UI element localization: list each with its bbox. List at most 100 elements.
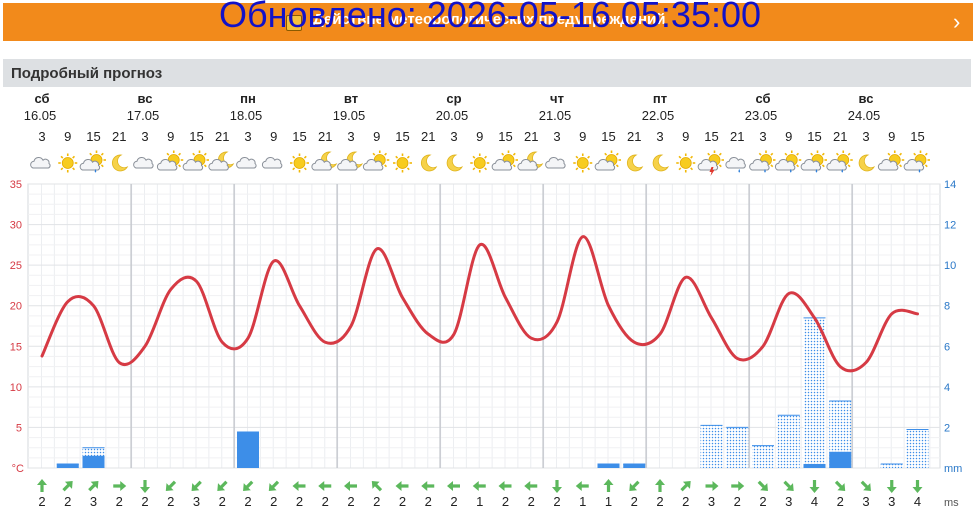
weather-moon-cloud-icon xyxy=(517,151,544,171)
wind-arrow-icon xyxy=(731,481,745,491)
weather-sun-cloud-rain-icon xyxy=(774,150,802,173)
wind-arrow-icon xyxy=(191,480,202,491)
y-right-tick-label: 8 xyxy=(944,301,950,313)
hour-label: 15 xyxy=(189,129,203,144)
wind-speed-label: 2 xyxy=(219,494,226,508)
wind-speed-label: 2 xyxy=(64,494,71,508)
day-date-label: 20.05 xyxy=(436,108,469,123)
wind-speed-label: 2 xyxy=(631,494,638,508)
hour-label: 9 xyxy=(682,129,689,144)
wind-arrow-icon xyxy=(524,481,538,491)
weather-cloud-icon xyxy=(30,156,51,169)
wind-speed-label: 4 xyxy=(811,494,818,508)
hour-label: 15 xyxy=(601,129,615,144)
wind-speed-label: 1 xyxy=(476,494,483,508)
wind-arrow-icon xyxy=(268,480,280,491)
hour-labels: 3 9 15 21 3 9 15 21 3 9 15 21 3 9 15 21 3 9 15 21 3 9 15 21 3 9 15… xyxy=(38,129,924,144)
day-date-label: 16.05 xyxy=(24,108,57,123)
section-header: Подробный прогноз xyxy=(3,59,971,87)
hour-label: 3 xyxy=(38,129,45,144)
wind-arrow-icon xyxy=(809,480,820,493)
y-right-tick-label: 4 xyxy=(944,382,950,394)
wind-speed-label: 2 xyxy=(347,494,354,508)
wind-speed-label: 2 xyxy=(38,494,45,508)
weather-sun-cloud-rain-icon xyxy=(79,150,106,173)
precipitation-probable-bar xyxy=(803,317,826,468)
wind-speed-label: 2 xyxy=(837,494,844,508)
wind-arrow-icon xyxy=(472,481,486,491)
wind-arrow-icon xyxy=(140,480,150,493)
wind-speed-label: 2 xyxy=(373,494,380,508)
y-left-tick-label: 30 xyxy=(10,220,22,232)
wind-arrow-icon xyxy=(371,481,383,492)
wind-arrow-icon xyxy=(603,479,614,492)
y-left-tick-label: 35 xyxy=(10,179,22,191)
weather-sun-cloud-icon xyxy=(182,150,209,171)
weather-moon-icon xyxy=(652,154,670,172)
section-title: Подробный прогноз xyxy=(11,65,163,82)
y-right-unit-label: mm xyxy=(944,463,962,475)
weather-sun-icon xyxy=(290,153,309,173)
day-name-label: пт xyxy=(653,91,667,106)
hour-label: 21 xyxy=(524,129,538,144)
precipitation-probable-bar xyxy=(752,445,774,468)
wind-arrow-icon xyxy=(498,481,512,491)
hour-label: 3 xyxy=(450,129,457,144)
wind-speed-label: 3 xyxy=(90,494,97,508)
weather-cloud-icon xyxy=(545,156,566,169)
weather-sun-cloud-rain-icon xyxy=(826,150,853,173)
y-right-tick-label: 10 xyxy=(944,260,956,272)
weather-cloud-icon xyxy=(261,156,283,169)
y-right-tick-label: 14 xyxy=(944,179,956,191)
hour-label: 3 xyxy=(141,129,148,144)
day-name-label: чт xyxy=(550,91,564,106)
day-name-label: вс xyxy=(138,91,153,106)
wind-arrow-icon xyxy=(217,480,228,491)
wind-arrow-icon xyxy=(629,480,640,491)
hour-label: 21 xyxy=(730,129,744,144)
weather-moon-icon xyxy=(626,154,644,172)
hour-label: 9 xyxy=(579,129,586,144)
day-date-label: 24.05 xyxy=(848,108,881,123)
precipitation-probable-bar xyxy=(700,425,723,468)
hour-label: 21 xyxy=(112,129,126,144)
wind-speed-label: 3 xyxy=(193,494,200,508)
wind-arrow-icon xyxy=(834,480,846,491)
precipitation-probable-bar xyxy=(777,415,800,468)
day-name-label: сб xyxy=(755,91,770,106)
hour-label: 3 xyxy=(553,129,560,144)
wind-arrow-icon xyxy=(552,480,562,493)
precipitation-probable-bar xyxy=(906,429,929,468)
wind-speed-label: 2 xyxy=(141,494,148,508)
day-date-label: 19.05 xyxy=(333,108,366,123)
wind-speed-label: 1 xyxy=(605,494,612,508)
temperature-series xyxy=(40,235,919,373)
weather-sun-cloud-rain-icon xyxy=(800,150,827,173)
wind-arrow-icon xyxy=(113,481,127,491)
y-left-tick-label: 15 xyxy=(10,341,22,353)
wind-speed-label: 1 xyxy=(579,494,586,508)
wind-arrow-icon xyxy=(292,481,306,491)
wind-arrow-icon xyxy=(860,480,871,491)
hour-label: 21 xyxy=(627,129,641,144)
day-date-label: 22.05 xyxy=(642,108,675,123)
warning-banner[interactable]: Действие метеорологических предупреждени… xyxy=(3,3,973,41)
updated-timestamp: Обновлено: 2026-05-16 05:35:00 xyxy=(218,0,762,35)
y-left-tick-label: 5 xyxy=(16,422,22,434)
precipitation-probable-bar xyxy=(726,427,749,468)
wind-speed-label: 2 xyxy=(734,494,741,508)
wind-speed-label: 3 xyxy=(862,494,869,508)
wind-row: 2 2 3 2 2 2 3 2 2 2 2 2 2 2 2 2 2 1 2 2 2 1 1 2 2 2 3 2 2 3 4 2 3 3 4 ms xyxy=(37,479,959,508)
weather-sun-cloud-rain-icon xyxy=(749,150,776,173)
forecast-chart: сб 16.05 вс 17.05 пн 18.05 вт 19.05 ср 20.05 чт 21.… xyxy=(10,91,963,508)
wind-speed-label: 3 xyxy=(708,494,715,508)
chevron-right-icon[interactable]: › xyxy=(953,9,961,34)
weather-sun-cloud-icon xyxy=(491,150,518,171)
y-left-tick-label: 20 xyxy=(10,301,22,313)
hour-label: 15 xyxy=(292,129,306,144)
wind-arrow-icon xyxy=(37,479,47,492)
hour-label: 21 xyxy=(421,129,435,144)
wind-arrow-icon xyxy=(575,481,589,491)
wind-arrow-icon xyxy=(243,480,254,491)
day-date-label: 21.05 xyxy=(539,108,572,123)
